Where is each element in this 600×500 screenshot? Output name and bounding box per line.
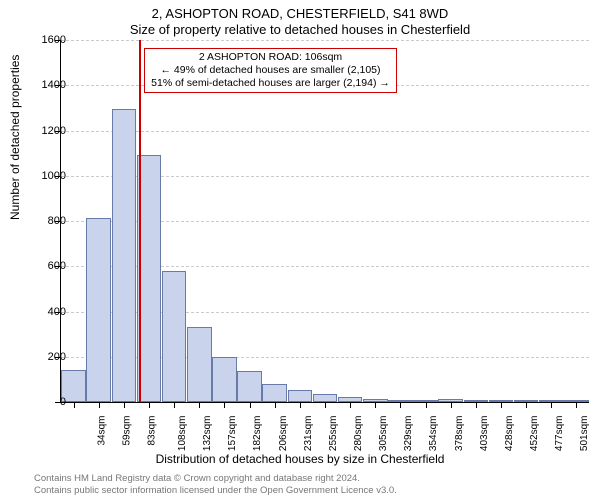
y-tick-label: 1200 [42, 125, 66, 137]
x-tick-label: 157sqm [227, 416, 238, 452]
x-tick [501, 402, 502, 408]
x-tick [526, 402, 527, 408]
x-tick-label: 206sqm [278, 416, 289, 452]
title-subtitle: Size of property relative to detached ho… [0, 22, 600, 37]
bar [86, 218, 111, 402]
x-tick-label: 403sqm [479, 416, 490, 452]
y-axis-label: Number of detached properties [8, 55, 22, 220]
x-tick [74, 402, 75, 408]
title-address: 2, ASHOPTON ROAD, CHESTERFIELD, S41 8WD [0, 6, 600, 21]
chart-plot-area [60, 40, 589, 403]
x-tick-label: 428sqm [504, 416, 515, 452]
bar [112, 109, 137, 402]
bar [237, 371, 262, 402]
bar [262, 384, 287, 402]
x-tick [350, 402, 351, 408]
x-tick-label: 329sqm [403, 416, 414, 452]
annotation-box: 2 ASHOPTON ROAD: 106sqm← 49% of detached… [144, 48, 397, 93]
x-tick-label: 132sqm [202, 416, 213, 452]
bar [288, 390, 313, 402]
x-tick-label: 452sqm [529, 416, 540, 452]
x-tick [99, 402, 100, 408]
x-tick-label: 231sqm [303, 416, 314, 452]
y-tick-label: 800 [48, 215, 66, 227]
x-tick-label: 108sqm [177, 416, 188, 452]
x-tick-label: 280sqm [353, 416, 364, 452]
bar [212, 357, 237, 402]
x-axis-label: Distribution of detached houses by size … [0, 452, 600, 466]
y-tick-label: 400 [48, 306, 66, 318]
y-tick-label: 1600 [42, 34, 66, 46]
footer-line1: Contains HM Land Registry data © Crown c… [34, 473, 397, 484]
x-tick-label: 378sqm [454, 416, 465, 452]
y-tick-label: 1400 [42, 79, 66, 91]
x-tick-label: 255sqm [328, 416, 339, 452]
x-tick-label: 305sqm [378, 416, 389, 452]
y-tick-label: 1000 [42, 170, 66, 182]
x-tick-label: 501sqm [579, 416, 590, 452]
y-tick-label: 200 [48, 351, 66, 363]
x-tick [551, 402, 552, 408]
x-tick [400, 402, 401, 408]
bar [187, 327, 212, 402]
bar [313, 394, 338, 402]
bar [162, 271, 187, 402]
y-tick-label: 0 [60, 396, 66, 408]
x-tick [224, 402, 225, 408]
x-tick-label: 59sqm [121, 416, 132, 446]
x-tick [275, 402, 276, 408]
x-tick [576, 402, 577, 408]
marker-line [139, 40, 141, 402]
x-tick [375, 402, 376, 408]
x-tick [426, 402, 427, 408]
x-tick-label: 182sqm [253, 416, 264, 452]
x-tick [124, 402, 125, 408]
x-tick-label: 354sqm [429, 416, 440, 452]
x-tick [451, 402, 452, 408]
footer-attribution: Contains HM Land Registry data © Crown c… [34, 473, 397, 496]
footer-line2: Contains public sector information licen… [34, 485, 397, 496]
annotation-line: ← 49% of detached houses are smaller (2,… [151, 64, 390, 77]
x-tick-label: 477sqm [554, 416, 565, 452]
x-tick [199, 402, 200, 408]
x-tick [325, 402, 326, 408]
x-tick-label: 83sqm [146, 416, 157, 446]
y-tick-label: 600 [48, 260, 66, 272]
x-tick [174, 402, 175, 408]
x-tick [300, 402, 301, 408]
x-tick [476, 402, 477, 408]
annotation-line: 2 ASHOPTON ROAD: 106sqm [151, 51, 390, 64]
x-tick-label: 34sqm [96, 416, 107, 446]
x-tick [250, 402, 251, 408]
x-tick [149, 402, 150, 408]
annotation-line: 51% of semi-detached houses are larger (… [151, 77, 390, 90]
